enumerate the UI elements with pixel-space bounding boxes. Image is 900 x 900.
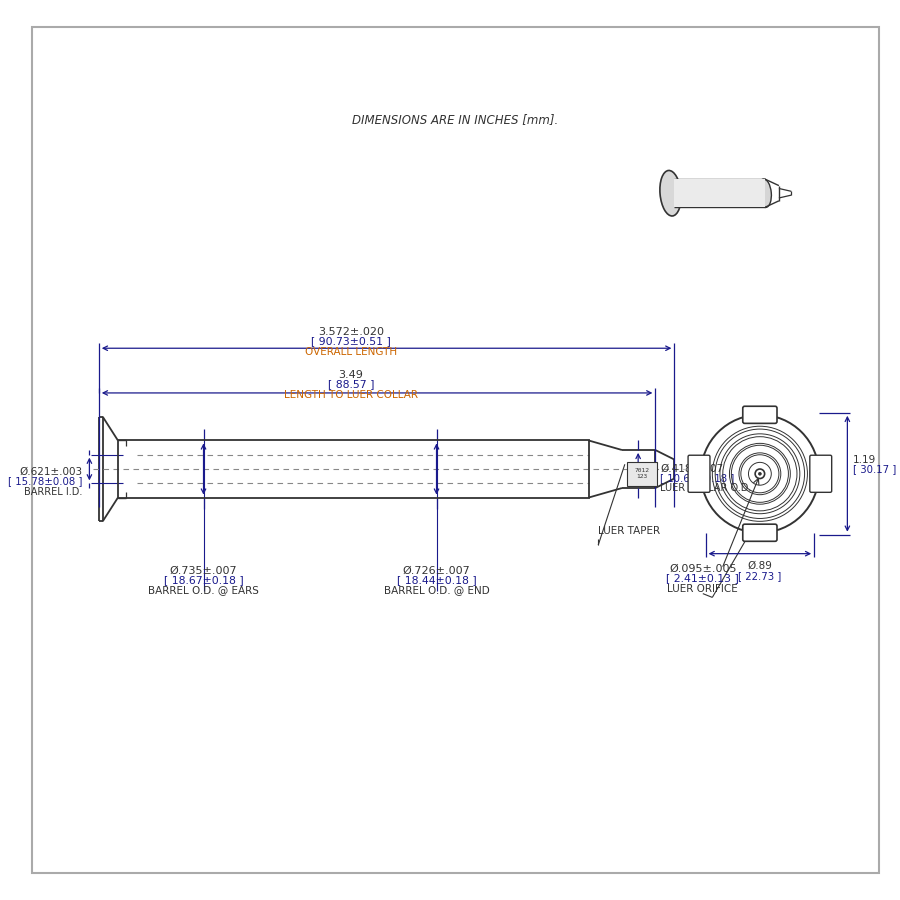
Bar [626,462,657,486]
Polygon shape [674,179,765,208]
Text: [ 90.73±0.51 ]: [ 90.73±0.51 ] [311,337,391,347]
FancyBboxPatch shape [742,524,777,541]
Text: BARREL O.D. @ EARS: BARREL O.D. @ EARS [148,586,259,596]
Text: Ø.621±.003: Ø.621±.003 [20,466,83,477]
Text: OVERALL LENGTH: OVERALL LENGTH [305,346,397,356]
Text: 7012
123: 7012 123 [634,468,650,479]
Text: [ 18.67±0.18 ]: [ 18.67±0.18 ] [164,575,243,585]
Text: 3.572±.020: 3.572±.020 [318,327,384,337]
Circle shape [759,472,761,475]
Text: [ 15.78±0.08 ]: [ 15.78±0.08 ] [8,476,83,486]
Text: 3.49: 3.49 [338,370,364,380]
Text: [ 22.73 ]: [ 22.73 ] [738,571,781,580]
Text: LENGTH TO LUER COLLAR: LENGTH TO LUER COLLAR [284,390,418,400]
Text: Ø.095±.005: Ø.095±.005 [669,563,736,573]
Text: BARREL O.D. @ END: BARREL O.D. @ END [383,586,490,596]
Text: [ 88.57 ]: [ 88.57 ] [328,379,374,389]
Text: Ø.89: Ø.89 [747,562,772,572]
Text: [ 10.62±0.18 ]: [ 10.62±0.18 ] [660,473,734,483]
Text: [ 30.17 ]: [ 30.17 ] [853,464,896,474]
Text: [ 2.41±0.13 ]: [ 2.41±0.13 ] [666,573,739,583]
FancyBboxPatch shape [810,455,832,492]
Ellipse shape [666,179,683,208]
Text: LUER ORIFICE: LUER ORIFICE [668,583,738,594]
Text: Ø.726±.007: Ø.726±.007 [402,565,471,575]
Text: LUER COLLAR O.D.: LUER COLLAR O.D. [660,483,751,493]
FancyBboxPatch shape [742,406,777,423]
Text: BARREL I.D.: BARREL I.D. [24,487,83,497]
Text: DIMENSIONS ARE IN INCHES [mm].: DIMENSIONS ARE IN INCHES [mm]. [353,112,559,125]
Ellipse shape [660,170,681,216]
Text: Ø.735±.007: Ø.735±.007 [170,565,238,575]
Text: LUER TAPER: LUER TAPER [598,526,661,536]
Text: Ø.418±.007: Ø.418±.007 [660,464,723,474]
Text: 15: 15 [752,527,768,537]
Ellipse shape [758,179,771,207]
FancyBboxPatch shape [688,455,710,492]
Text: 1.19: 1.19 [853,454,877,464]
Text: [ 18.44±0.18 ]: [ 18.44±0.18 ] [397,575,476,585]
